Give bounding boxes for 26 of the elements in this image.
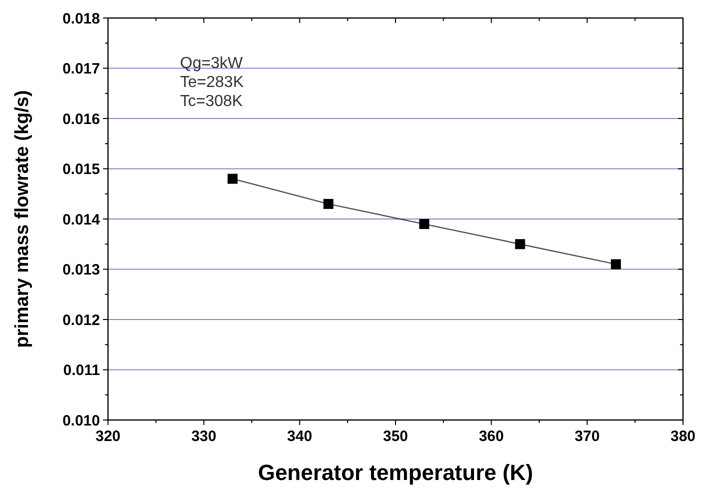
y-tick-label: 0.011 xyxy=(63,362,100,379)
y-tick-label: 0.010 xyxy=(62,412,100,430)
x-axis-title: Generator temperature (K) xyxy=(258,460,534,485)
x-tick-label: 340 xyxy=(287,428,312,445)
y-tick-label: 0.018 xyxy=(62,10,100,28)
x-tick-label: 360 xyxy=(478,428,504,445)
y-tick-label: 0.015 xyxy=(62,161,100,178)
annotation: Tc=308K xyxy=(180,93,244,110)
x-tick-label: 320 xyxy=(95,428,121,445)
y-axis-title: primary mass flowrate (kg/s) xyxy=(12,90,33,348)
annotation: Te=283K xyxy=(180,74,244,91)
y-tick-label: 0.012 xyxy=(62,312,100,329)
point xyxy=(610,259,621,270)
x-tick-label: 380 xyxy=(670,428,696,445)
point xyxy=(515,239,526,250)
point xyxy=(323,198,334,209)
y-tick-label: 0.016 xyxy=(62,110,100,128)
x-tick-label: 370 xyxy=(574,428,600,445)
x-tick-label: 330 xyxy=(191,428,216,445)
y-tick-label: 0.017 xyxy=(62,60,100,78)
annotation: Qg=3kW xyxy=(180,55,244,72)
y-tick-label: 0.013 xyxy=(62,262,100,278)
point xyxy=(419,219,430,230)
y-tick-label: 0.014 xyxy=(62,211,101,228)
x-tick-label: 350 xyxy=(382,428,408,445)
point xyxy=(228,174,238,184)
